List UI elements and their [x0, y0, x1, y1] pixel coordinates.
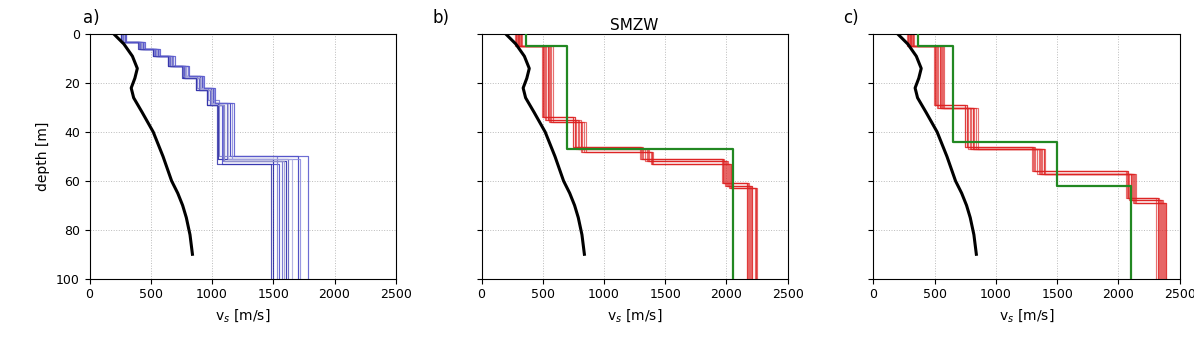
- Text: a): a): [84, 9, 100, 27]
- Title: SMZW: SMZW: [610, 18, 659, 33]
- X-axis label: v$_s$ [m/s]: v$_s$ [m/s]: [215, 307, 270, 324]
- X-axis label: v$_s$ [m/s]: v$_s$ [m/s]: [607, 307, 663, 324]
- Y-axis label: depth [m]: depth [m]: [36, 122, 50, 191]
- Text: b): b): [432, 9, 449, 27]
- Text: c): c): [843, 9, 858, 27]
- X-axis label: v$_s$ [m/s]: v$_s$ [m/s]: [999, 307, 1054, 324]
